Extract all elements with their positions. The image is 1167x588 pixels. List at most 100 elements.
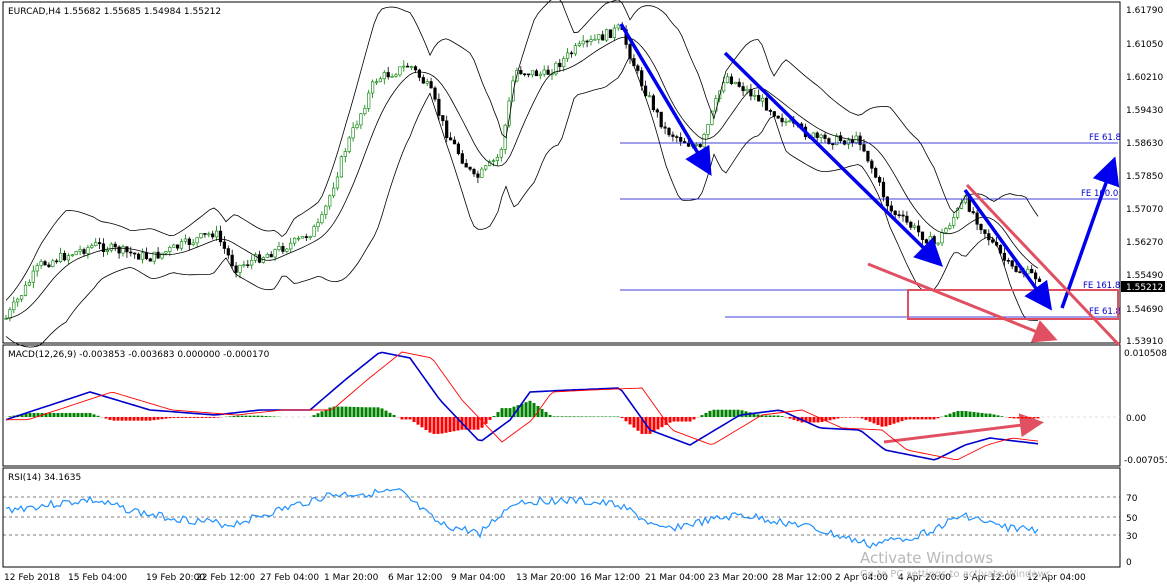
candle-body	[382, 72, 386, 80]
candle-body	[729, 76, 733, 84]
candle-body	[331, 187, 336, 197]
macd-histogram-bar	[192, 417, 196, 418]
macd-histogram-bar	[1020, 417, 1024, 419]
current-price-label: 1.55212	[1126, 283, 1163, 293]
target-zone-rectangle[interactable]	[907, 289, 1119, 320]
macd-histogram-bar	[456, 417, 460, 431]
macd-histogram-bar	[796, 417, 800, 422]
macd-histogram-bar	[28, 413, 32, 417]
macd-histogram-bar	[892, 417, 896, 424]
macd-histogram-bar	[20, 414, 24, 417]
macd-histogram-bar	[216, 417, 220, 418]
candle-body	[760, 97, 765, 102]
macd-panel[interactable]	[2, 344, 1121, 467]
candle-body	[597, 34, 601, 40]
macd-histogram-bar	[868, 417, 872, 422]
current-price-marker	[1121, 281, 1165, 292]
candle-body	[659, 111, 663, 128]
candle-body	[374, 81, 379, 84]
macd-histogram-bar	[24, 413, 28, 417]
candle-body	[577, 43, 581, 47]
macd-histogram-bar	[364, 407, 368, 417]
candle-body	[558, 62, 562, 68]
candle-body	[819, 134, 823, 138]
macd-histogram-bar	[36, 413, 40, 417]
macd-histogram-bar	[984, 413, 988, 417]
rsi-panel[interactable]	[2, 467, 1121, 568]
macd-histogram-bar	[236, 415, 240, 417]
candle-body	[370, 81, 375, 94]
candle-body	[43, 261, 47, 266]
macd-histogram-bar	[208, 417, 212, 418]
macd-histogram-bar	[736, 409, 740, 417]
macd-histogram-bar	[980, 413, 984, 417]
macd-histogram-bar	[312, 415, 316, 417]
macd-histogram-bar	[1000, 416, 1004, 417]
candle-body	[601, 34, 605, 41]
macd-histogram-bar	[764, 415, 768, 417]
candle-body	[909, 221, 913, 228]
candle-body	[66, 255, 70, 261]
candle-body	[433, 87, 437, 100]
red-trendline	[965, 183, 1121, 347]
price-panel[interactable]	[2, 1, 1121, 344]
candle-body	[367, 92, 371, 109]
macd-histogram-bar	[872, 417, 876, 424]
candle-body	[768, 109, 772, 112]
candle-body	[881, 181, 886, 198]
macd-histogram-bar	[480, 417, 484, 428]
candle-body	[998, 244, 1003, 254]
macd-histogram-bar	[464, 417, 468, 430]
price-tick: 1.61790	[1126, 6, 1163, 16]
macd-histogram-bar	[336, 406, 340, 417]
macd-histogram-bar	[692, 417, 696, 420]
price-tick: 1.61050	[1126, 40, 1163, 50]
price-tick: 1.55490	[1126, 271, 1163, 281]
macd-histogram-bar	[380, 408, 384, 417]
macd-histogram-bar	[512, 406, 516, 417]
candle-body	[355, 124, 359, 128]
macd-histogram-bar	[680, 417, 684, 422]
macd-histogram-bar	[540, 408, 544, 417]
macd-histogram-bar	[384, 410, 388, 417]
macd-histogram-bar	[724, 409, 728, 417]
candle-body	[991, 239, 995, 243]
candle-body	[250, 259, 254, 266]
macd-histogram-bar	[96, 415, 100, 417]
macd-histogram-bar	[8, 416, 12, 417]
macd-histogram-bar	[120, 417, 124, 421]
macd-histogram-bar	[972, 412, 976, 417]
macd-histogram-bar	[688, 417, 692, 422]
candle-body	[113, 243, 117, 248]
candle-body	[172, 244, 176, 248]
candle-body	[105, 250, 109, 252]
macd-histogram-bar	[68, 413, 72, 417]
candle-body	[1002, 252, 1006, 261]
candle-body	[764, 97, 769, 111]
macd-histogram-bar	[416, 417, 420, 425]
macd-histogram-bar	[436, 417, 440, 434]
candle-body	[628, 44, 632, 59]
macd-histogram-bar	[428, 417, 432, 433]
candle-body	[573, 45, 577, 55]
macd-histogram-bar	[928, 417, 932, 420]
candle-body	[238, 264, 242, 273]
macd-histogram-bar	[652, 417, 656, 432]
candle-body	[612, 27, 616, 38]
candle-body	[285, 248, 289, 252]
candle-body	[757, 94, 761, 102]
candle-body	[928, 236, 932, 244]
candle-body	[351, 127, 355, 139]
macd-histogram-bar	[1032, 417, 1036, 419]
candle-body	[164, 251, 168, 254]
candle-body	[491, 160, 496, 162]
candle-body	[671, 134, 675, 137]
candle-body	[23, 284, 28, 296]
candle-body	[589, 39, 593, 42]
drawing-annotations[interactable]	[619, 23, 1121, 444]
macd-histogram-bar	[812, 417, 816, 423]
macd-histogram-bar	[332, 406, 336, 417]
macd-histogram-bar	[960, 410, 964, 417]
macd-histogram-bar	[228, 416, 232, 417]
